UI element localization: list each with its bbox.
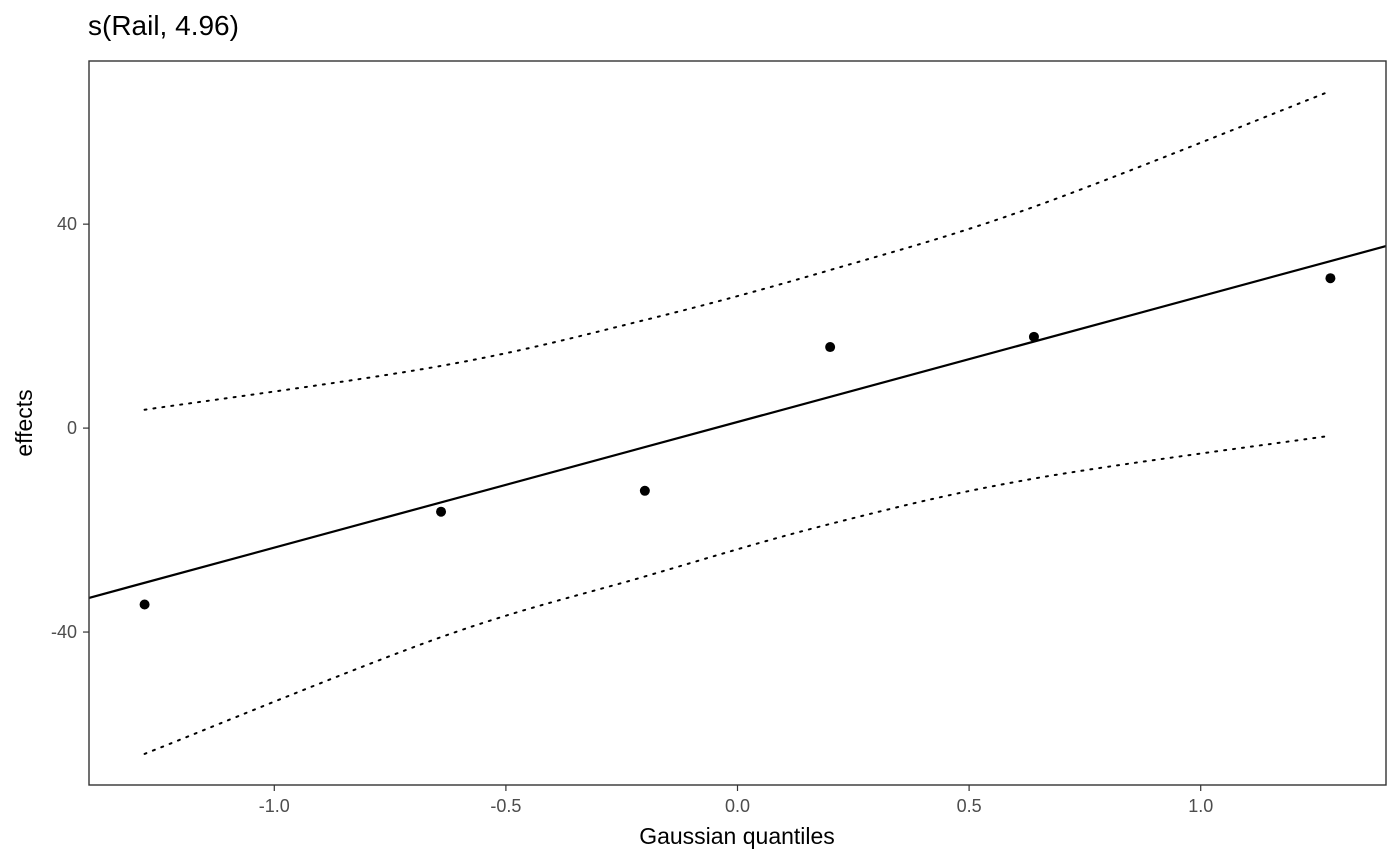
x-tick-label: -1.0 (259, 796, 290, 816)
y-axis-label: effects (11, 389, 37, 456)
data-point (1028, 331, 1039, 342)
data-point (639, 485, 650, 496)
x-tick-label: -0.5 (490, 796, 521, 816)
x-axis-label: Gaussian quantiles (639, 823, 835, 849)
x-tick-label: 0.0 (725, 796, 750, 816)
data-point (436, 506, 447, 517)
reference-line (88, 245, 1387, 599)
x-tick-label: 0.5 (957, 796, 982, 816)
y-tick-label: 40 (57, 214, 77, 234)
y-tick-label: -40 (51, 622, 77, 642)
y-tick-label: 0 (67, 418, 77, 438)
axes: -1.0 -0.5 0.0 0.5 1.0 -40 0 40 (51, 214, 1213, 816)
data-point (1325, 273, 1336, 284)
x-tick-label: 1.0 (1188, 796, 1213, 816)
data-point (825, 342, 836, 353)
upper-confidence-curve (143, 90, 1332, 411)
lower-confidence-curve (143, 434, 1332, 755)
data-point (139, 599, 150, 610)
plot-area (88, 90, 1387, 755)
chart-title: s(Rail, 4.96) (88, 10, 239, 41)
